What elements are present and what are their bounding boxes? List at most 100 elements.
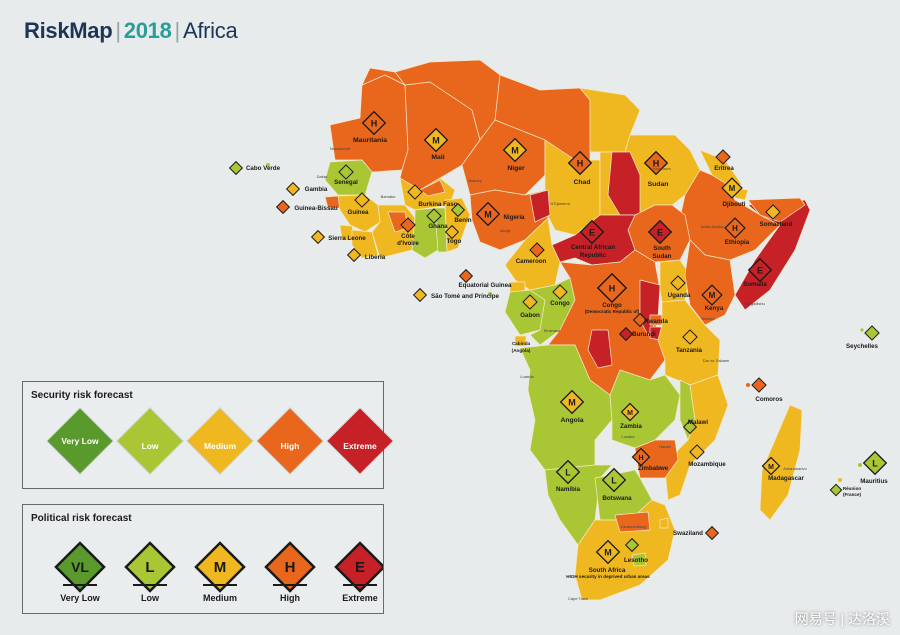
city-niamey: Niamey — [468, 178, 482, 183]
city-luanda: Luanda — [520, 374, 534, 379]
country-shapes — [324, 59, 811, 601]
political-marker-botswana: L — [601, 467, 627, 493]
region-mozambique — [664, 374, 729, 501]
region-kenya — [684, 239, 736, 326]
label-south-africa: South Africa — [589, 567, 626, 574]
political-extreme-label: Extreme — [342, 593, 378, 603]
security-medium-label: Medium — [203, 441, 237, 451]
political-marker-kenya: M — [701, 284, 723, 306]
label-sao-tome: São Tomé and Príncipe — [431, 293, 500, 300]
region-madagascar — [759, 404, 803, 521]
city-dar-es-salaam: Dar es Salaam — [703, 358, 730, 363]
island-seychelles — [860, 328, 864, 332]
city-lusaka: Lusaka — [622, 434, 636, 439]
label-somaliland: Somaliland — [759, 221, 792, 228]
svg-text:E: E — [657, 228, 663, 238]
region-somalia — [734, 199, 811, 311]
political-marker-togo — [444, 224, 460, 240]
label-rwanda: Rwanda — [644, 318, 668, 325]
political-marker-mozambique — [689, 444, 705, 460]
political-marker-south-sudan: E — [647, 219, 673, 245]
political-marker-angola: M — [559, 389, 585, 415]
islands — [266, 163, 864, 482]
political-high-marker: H — [264, 541, 316, 593]
political-very-low-marker: VL — [54, 541, 106, 593]
political-marker-seychelles — [864, 325, 880, 341]
label-gabon: Gabon — [520, 312, 540, 319]
label-niger: Niger — [507, 165, 525, 172]
island-sao-tome — [488, 292, 492, 296]
watermark: 网易号 | 达洛溪 — [794, 611, 890, 627]
label-angola: Angola — [560, 417, 583, 424]
political-marker-tanzania — [682, 329, 698, 345]
political-marker-lesotho — [624, 537, 640, 553]
region-swaziland — [659, 517, 669, 529]
label-togo: Togo — [447, 238, 462, 245]
political-marker-malawi — [682, 419, 698, 435]
label-reunion-line2: (France) — [843, 492, 862, 497]
political-marker-comoros — [751, 377, 767, 393]
label-uganda: Uganda — [668, 292, 691, 299]
title-separator: | — [115, 18, 121, 43]
city-antananarivo: Antananarivo — [783, 466, 807, 471]
title-region: Africa — [182, 18, 238, 43]
label-djibouti: Djibouti — [722, 201, 745, 208]
political-low-letter: L — [145, 559, 154, 576]
label-somalia: Somalia — [743, 281, 767, 288]
political-marker-somaliland — [765, 204, 781, 220]
region-nigeria-ne — [529, 189, 551, 223]
political-legend-markers: VL L M H E — [54, 541, 383, 593]
city-nairobi: Nairobi — [702, 316, 715, 321]
svg-text:M: M — [484, 210, 492, 220]
label-south-sudan-line1: South — [653, 245, 671, 252]
political-marker-liberia — [346, 247, 362, 263]
label-cabinda-line1: Cabinda — [512, 341, 531, 346]
svg-text:M: M — [709, 291, 716, 300]
label-congo: Congo — [550, 300, 570, 307]
svg-text:H: H — [371, 119, 378, 129]
label-chad: Chad — [574, 179, 591, 186]
label-reunion-line1: Réunion — [843, 486, 862, 491]
political-marker-niger: M — [502, 137, 528, 163]
city-kinshasa: Kinshasa — [544, 328, 561, 333]
political-marker-burundi — [618, 326, 634, 342]
label-ghana: Ghana — [428, 223, 448, 230]
security-legend-title: Security risk forecast — [31, 390, 133, 401]
city-ndjamena: N'Djamena — [550, 201, 570, 206]
city-labels: Nouakchott Khartoum Addis Ababa Mogadish… — [317, 146, 808, 601]
svg-text:M: M — [627, 410, 633, 417]
label-nigeria: Nigeria — [504, 214, 526, 221]
svg-text:M: M — [729, 184, 736, 193]
political-marker-sudan: H — [643, 150, 669, 176]
label-seychelles: Seychelles — [846, 343, 879, 350]
political-marker-drc: H — [596, 272, 628, 304]
country-labels: Mauritania Mali Niger Chad Sudan Eritrea… — [246, 137, 888, 579]
political-marker-sierra-leone — [310, 229, 326, 245]
svg-text:M: M — [432, 136, 440, 146]
political-marker-ethiopia: H — [724, 217, 746, 239]
political-marker-cameroon — [529, 242, 545, 258]
city-addis-ababa: Addis Ababa — [701, 224, 724, 229]
political-extreme-letter: E — [355, 559, 365, 576]
political-marker-ghana — [426, 208, 442, 224]
region-liberia — [351, 229, 379, 259]
label-madagascar: Madagascar — [768, 475, 804, 482]
label-burundi: Burundi — [632, 331, 656, 338]
region-guinea — [337, 194, 381, 233]
political-marker-eq-guinea — [458, 268, 474, 284]
label-car-line1: Central African — [571, 244, 615, 251]
region-burkina-n — [419, 179, 446, 197]
political-marker-gambia — [285, 181, 301, 197]
label-swaziland: Swaziland — [673, 530, 703, 537]
svg-text:L: L — [611, 476, 617, 486]
label-sierra-leone: Sierra Leone — [328, 235, 366, 242]
region-drc-kasai — [587, 329, 613, 369]
political-very-low-label: Very Low — [60, 593, 100, 603]
label-cote-divoire-line2: d'Ivoire — [397, 240, 419, 247]
label-south-sudan-line2: Sudan — [653, 253, 672, 260]
island-reunion — [838, 478, 842, 482]
label-mauritius: Mauritius — [860, 478, 888, 485]
political-marker-chad: H — [567, 150, 593, 176]
city-khartoum: Khartoum — [653, 166, 671, 171]
label-guinea: Guinea — [348, 209, 370, 216]
